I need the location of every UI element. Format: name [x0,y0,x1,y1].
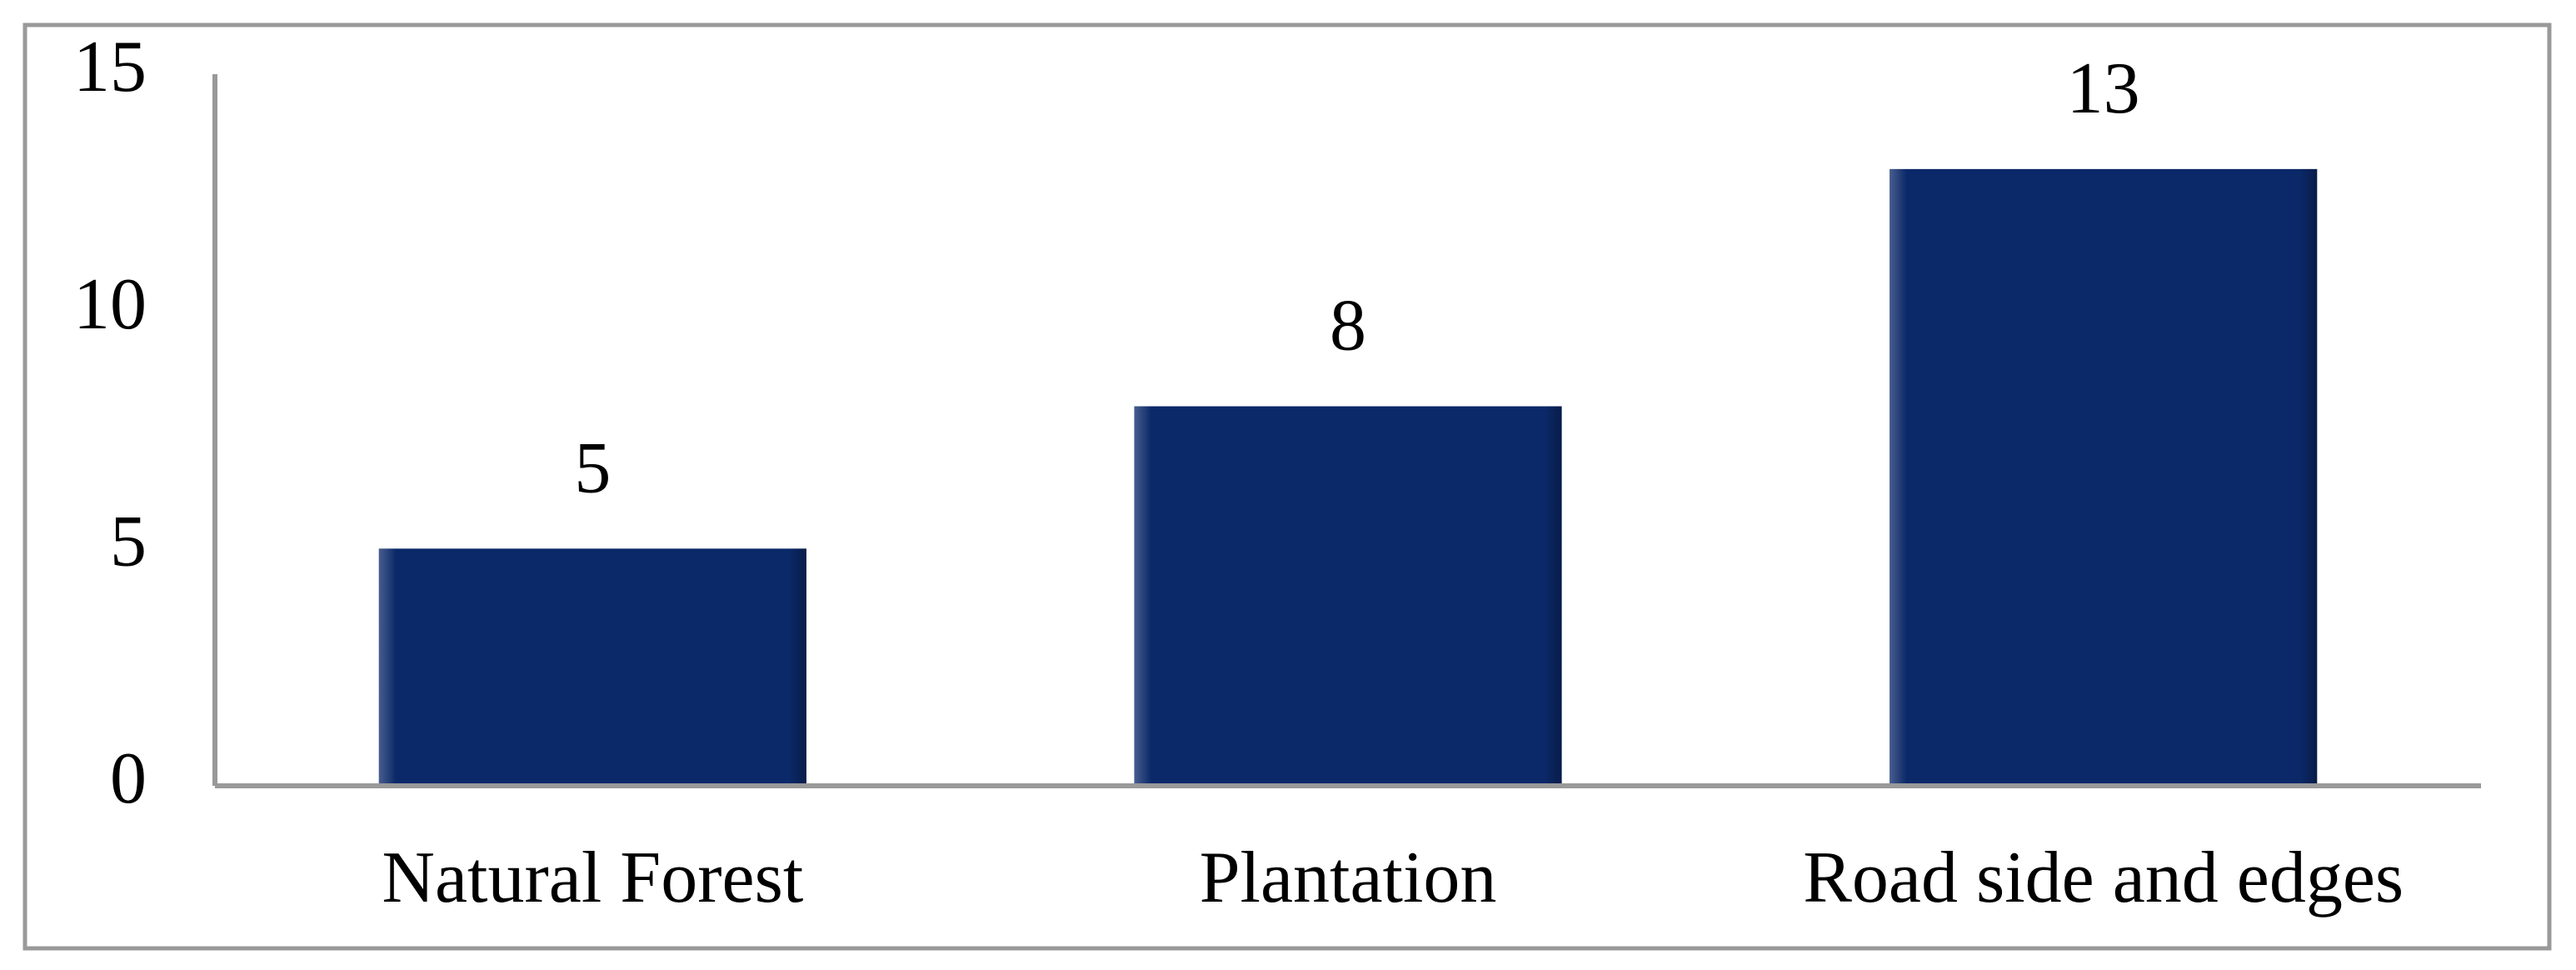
value-label: 13 [2067,48,2140,129]
bar-bevel [378,548,806,786]
y-tick-label: 5 [110,502,147,582]
x-tick-label: Plantation [1200,838,1497,918]
y-tick-label: 10 [73,264,147,345]
x-tick-label: Road side and edges [1803,838,2404,918]
x-tick-label: Natural Forest [382,838,803,918]
bar-bevel [1890,168,2318,786]
value-label: 8 [1330,286,1366,367]
y-tick-label: 15 [73,27,147,108]
bar-bevel [1134,406,1562,786]
y-tick-label: 0 [110,738,147,819]
value-label: 5 [574,428,611,509]
